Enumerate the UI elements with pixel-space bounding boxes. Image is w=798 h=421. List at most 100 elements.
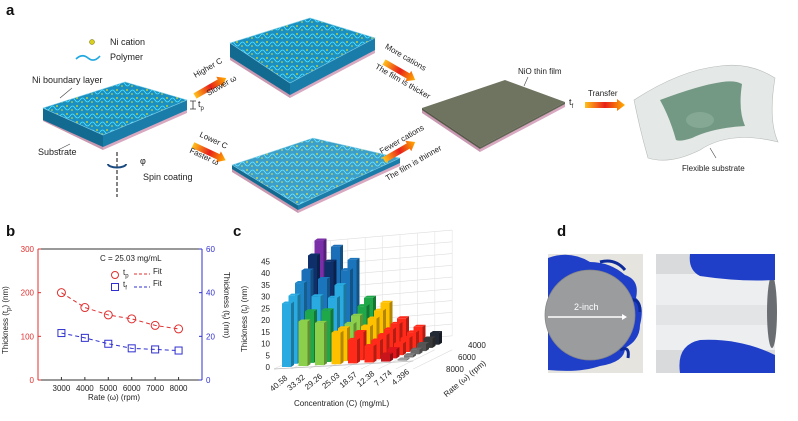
flexible-substrate-sheet xyxy=(633,64,779,161)
bar-side xyxy=(409,335,413,352)
bar xyxy=(404,353,416,358)
right-tick-label: 60 xyxy=(206,245,215,254)
bar-side xyxy=(390,352,393,362)
bar-top xyxy=(377,332,390,335)
bar-top xyxy=(324,259,337,262)
bar-side xyxy=(403,341,406,356)
bar-top xyxy=(397,357,410,360)
bar-side xyxy=(406,357,410,361)
right-tick-label: 40 xyxy=(206,289,215,298)
bar-front xyxy=(364,346,374,363)
bar-top xyxy=(394,341,406,344)
nio-thin-film-label: NiO thin film xyxy=(518,67,562,76)
bar-side xyxy=(439,330,442,345)
bar-top xyxy=(390,321,403,324)
flexible-substrate-label: Flexible substrate xyxy=(682,164,745,173)
bar-side xyxy=(324,320,327,366)
initial-film-slab xyxy=(42,81,196,151)
x-tick-label: 8000 xyxy=(170,384,188,393)
bar-top xyxy=(417,342,429,345)
bar-front xyxy=(397,359,407,361)
y-tick-label: 20 xyxy=(261,316,270,325)
bar-side xyxy=(307,319,311,367)
bar-side xyxy=(419,347,423,355)
rotation-icon xyxy=(107,163,127,169)
x-tick-label: 4000 xyxy=(76,384,94,393)
bar-front xyxy=(404,355,413,358)
bar-front xyxy=(417,344,426,352)
bar-front xyxy=(348,339,357,364)
bar-front xyxy=(331,332,341,365)
tf-point xyxy=(127,344,136,353)
bar-top xyxy=(347,257,360,260)
concentration-annotation: C = 25.03 mg/mL xyxy=(100,254,162,263)
bar-top xyxy=(311,294,324,297)
y-tick-label: 10 xyxy=(261,340,270,349)
panel-a-label: a xyxy=(6,2,15,19)
legend-tf: tf xyxy=(123,280,127,292)
bar-top xyxy=(348,337,360,340)
bar-top xyxy=(318,276,330,279)
panel-b-label: b xyxy=(6,223,16,240)
ni-boundary-layer-label: Ni boundary layer xyxy=(32,75,103,85)
bar-top xyxy=(328,295,340,298)
legend-tf-fit: Fit xyxy=(153,279,162,288)
bar-top xyxy=(361,324,373,327)
legend-tp-marker xyxy=(111,271,119,279)
arrow-fewer-cations xyxy=(382,140,416,163)
x-tick-label: 7000 xyxy=(146,384,164,393)
x-tick-label: 6000 xyxy=(123,384,141,393)
bar-top xyxy=(357,304,370,307)
arrow-more-cations xyxy=(382,59,416,82)
bar-top xyxy=(384,327,396,330)
tf-point xyxy=(57,329,66,338)
bar-top xyxy=(364,295,376,298)
bar-top xyxy=(301,268,314,271)
bar-top xyxy=(364,344,377,347)
tf-point xyxy=(174,346,183,355)
rate-tick-label: 4000 xyxy=(468,341,486,350)
bar-front xyxy=(282,303,291,367)
spin-coating-label: Spin coating xyxy=(143,172,193,182)
bar xyxy=(410,347,423,355)
bar xyxy=(298,319,311,367)
bar-front xyxy=(381,354,390,362)
bar-top xyxy=(282,301,294,304)
bar-top xyxy=(404,353,416,356)
bar-side xyxy=(357,337,360,364)
bar-top xyxy=(334,283,347,286)
tp-point xyxy=(56,288,66,298)
bar-top xyxy=(338,326,350,329)
bar xyxy=(348,337,360,364)
arrow-lower-c xyxy=(191,142,226,163)
right-tick-label: 20 xyxy=(206,332,215,341)
y-tick-label: 25 xyxy=(261,304,270,313)
y-tick-label: 35 xyxy=(261,281,270,290)
bar xyxy=(397,357,410,361)
bar-top xyxy=(321,308,334,311)
polymer-icon xyxy=(75,54,101,61)
c-x-axis-title: Concentration (C) (mg/mL) xyxy=(294,399,390,408)
bar-top xyxy=(380,300,393,303)
thin-film-slab xyxy=(231,137,401,213)
legend-polymer: Polymer xyxy=(110,52,144,62)
bar-top xyxy=(295,281,307,284)
y-tick-label: 0 xyxy=(266,363,271,372)
bar-top xyxy=(331,330,344,333)
phi-label: φ xyxy=(140,156,146,166)
bar-top xyxy=(400,335,413,338)
bar-top xyxy=(298,319,311,322)
tp-label: tp xyxy=(198,99,204,112)
tp-fit-line xyxy=(61,292,179,330)
bar-side xyxy=(373,344,377,363)
bar-side xyxy=(340,330,344,365)
bar-front xyxy=(298,321,308,367)
bar xyxy=(282,301,294,367)
ni-cation-icon xyxy=(89,39,95,45)
legend-ni-cation: Ni cation xyxy=(110,37,146,47)
tf-label: tf xyxy=(569,97,574,110)
front-floor-edge xyxy=(273,360,414,370)
